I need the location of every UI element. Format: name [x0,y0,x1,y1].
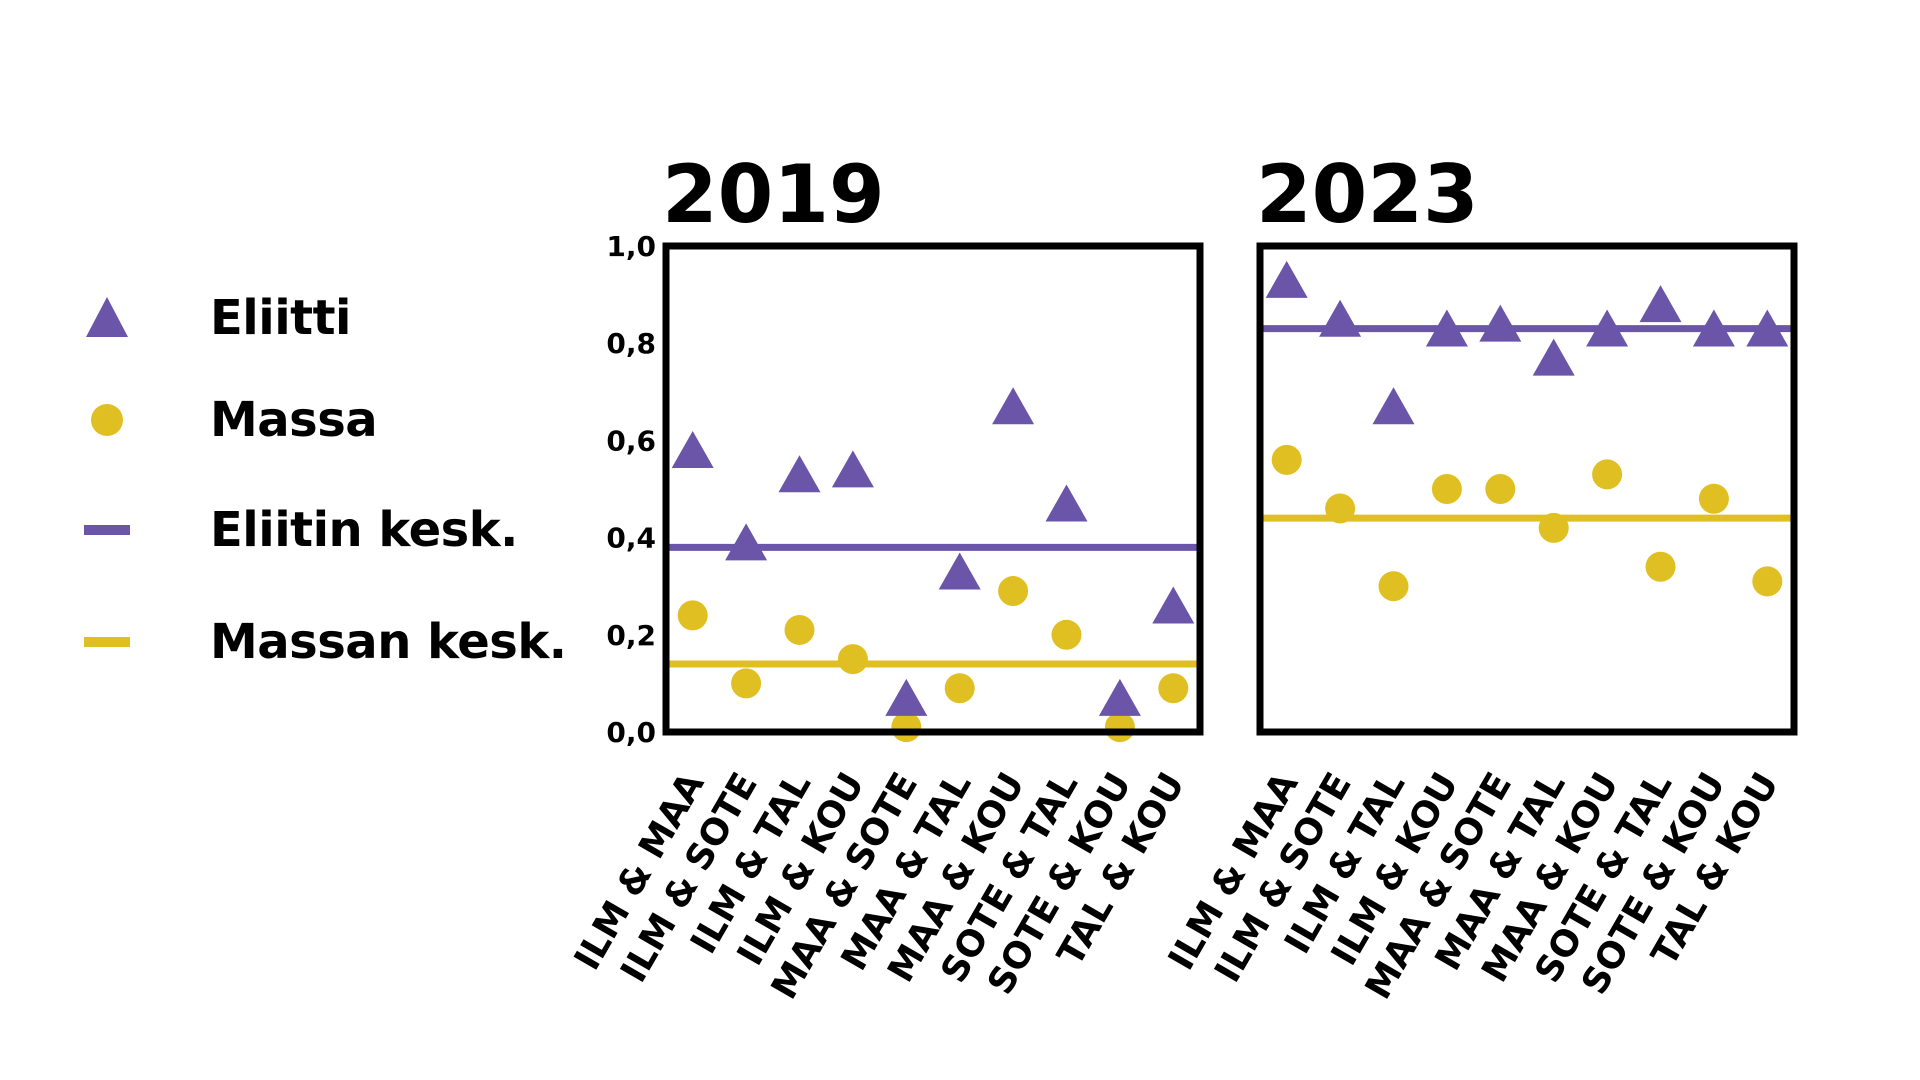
y-tick-label: 0,8 [606,327,656,360]
mass-point [1645,551,1676,582]
elite-point [1045,484,1088,522]
plot-frame-1 [1256,242,1798,736]
elite-point [1425,309,1468,347]
elite-point [1372,387,1415,425]
mass-point [1698,483,1729,514]
mass-point [1752,566,1783,597]
mass-point [1051,619,1082,650]
y-tick-label: 0,6 [606,424,656,457]
elite-point [1265,260,1308,298]
chart-title-1: 2023 [1256,148,1479,241]
mass-point [784,614,815,645]
mass-point [998,576,1029,607]
mass-point [1378,571,1409,602]
elite-point [1586,309,1629,347]
y-tick-label: 0,2 [606,619,656,652]
mass-point [1538,512,1569,543]
elite-point [885,678,928,716]
elite-point [1152,586,1195,624]
elite-point [1532,338,1575,376]
mass-point [837,644,868,675]
elite-point [938,552,981,590]
mass-point [1104,712,1135,743]
elite-point [778,455,821,493]
y-tick-label: 0,4 [606,522,656,555]
elite-point [1746,309,1789,347]
mass-point [944,673,975,704]
elite-point [725,523,768,561]
mass-point [1485,474,1516,504]
mass-point [1271,444,1302,475]
mass-point [731,668,762,699]
mass-point [891,712,922,743]
chart-title-0: 2019 [662,148,885,241]
mass-point [1325,493,1356,524]
elite-point [1479,304,1522,342]
mass-point [677,600,708,631]
mass-point [1431,474,1462,504]
mass-point [1158,673,1189,704]
elite-point [831,450,874,488]
plot-frame-0 [662,242,1204,736]
elite-point [1319,299,1362,337]
y-tick-label: 1,0 [606,230,656,263]
elite-point [992,387,1035,425]
y-tick-label: 0,0 [606,716,656,749]
elite-point [1098,678,1141,716]
elite-point [671,430,714,468]
mass-point [1592,459,1623,490]
elite-point [1639,285,1682,323]
elite-point [1692,309,1735,347]
